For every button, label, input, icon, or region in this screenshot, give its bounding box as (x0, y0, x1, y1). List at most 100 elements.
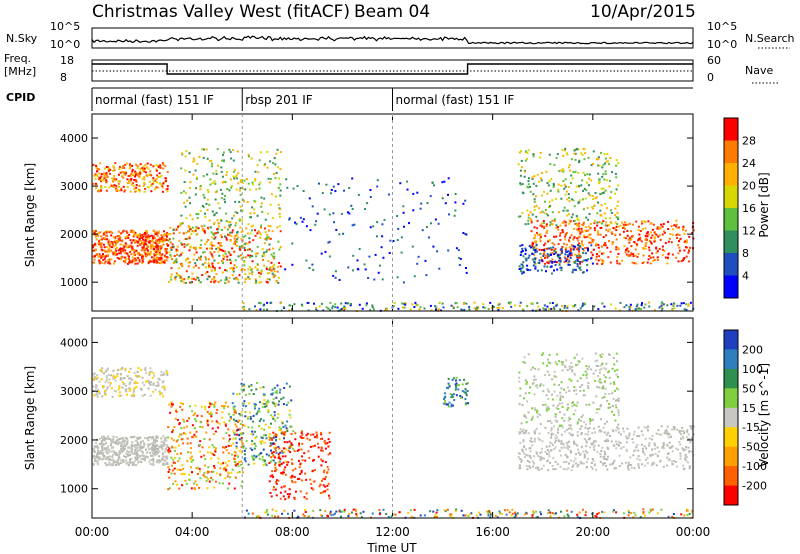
echo-cell (122, 244, 125, 247)
echo-cell (581, 271, 584, 274)
echo-cell (120, 187, 123, 190)
echo-cell (155, 243, 158, 245)
echo-cell (261, 458, 264, 461)
echo-cell (117, 237, 120, 240)
echo-cell (261, 211, 264, 213)
echo-cell (518, 467, 521, 470)
echo-cell (572, 464, 575, 467)
echo-cell (268, 454, 271, 457)
echo-cell (155, 169, 158, 172)
echo-cell (226, 188, 229, 190)
echo-cell (288, 409, 291, 412)
echo-cell (192, 277, 195, 280)
echo-cell (568, 240, 571, 243)
echo-cell (453, 214, 456, 217)
echo-cell (113, 169, 116, 172)
echo-cell (576, 434, 579, 437)
echo-cell (543, 225, 546, 228)
echo-cell (444, 399, 446, 402)
echo-cell (656, 250, 659, 253)
echo-cell (149, 251, 152, 253)
echo-cell (112, 165, 115, 168)
echo-cell (187, 265, 190, 268)
echo-cell (452, 393, 455, 396)
echo-cell (145, 230, 148, 232)
echo-cell (290, 433, 293, 435)
echo-cell (326, 488, 329, 491)
echo-cell (455, 382, 458, 385)
echo-cell (217, 461, 220, 464)
echo-cell (454, 193, 457, 195)
echo-cell (100, 175, 103, 178)
echo-cell (666, 456, 669, 459)
echo-cell (102, 451, 105, 454)
date-title: 10/Apr/2015 (590, 2, 696, 22)
echo-cell (564, 453, 567, 456)
echo-cell (576, 263, 579, 265)
echo-cell (185, 270, 188, 273)
echo-cell (136, 382, 139, 385)
echo-cell (643, 453, 646, 456)
echo-cell (144, 456, 147, 459)
echo-cell (604, 244, 607, 247)
echo-cell (573, 440, 576, 443)
echo-cell (107, 374, 110, 376)
echo-cell (167, 426, 170, 429)
echo-cell (118, 386, 121, 389)
echo-cell (540, 259, 543, 262)
echo-cell (618, 465, 621, 468)
echo-cell (190, 281, 192, 284)
echo-cell (288, 218, 291, 221)
echo-cell (592, 150, 595, 153)
echo-cell (222, 451, 225, 454)
cpid-label: CPID (6, 91, 35, 104)
echo-cell (547, 247, 550, 250)
echo-cell (156, 249, 159, 252)
echo-cell (570, 234, 573, 237)
echo-cell (605, 160, 608, 163)
echo-cell (122, 185, 125, 188)
echo-cell (94, 173, 97, 176)
echo-cell (156, 256, 159, 259)
echo-cell (617, 247, 620, 250)
echo-cell (532, 193, 535, 196)
echo-cell (543, 249, 546, 252)
echo-cell (122, 176, 125, 179)
echo-cell (117, 249, 120, 252)
echo-cell (261, 436, 264, 439)
echo-cell (646, 238, 648, 241)
echo-cell (184, 169, 187, 172)
echo-cell (242, 256, 245, 259)
echo-cell (533, 430, 536, 433)
echo-cell (532, 465, 535, 468)
echo-cell (532, 155, 535, 158)
echo-cell (364, 268, 367, 271)
echo-cell (525, 429, 528, 432)
echo-cell (239, 254, 242, 257)
echo-cell (240, 433, 243, 436)
echo-cell (291, 443, 294, 446)
echo-cell (96, 452, 99, 455)
echo-cell (312, 445, 315, 448)
echo-cell (188, 281, 191, 284)
echo-cell (134, 459, 137, 462)
echo-cell (527, 268, 529, 271)
echo-cell (259, 233, 262, 236)
echo-cell (605, 440, 608, 443)
echo-cell (565, 209, 568, 212)
colorbar-swatch (724, 275, 738, 299)
echo-cell (574, 443, 577, 446)
echo-cell (651, 234, 654, 237)
echo-cell (615, 246, 618, 248)
echo-cell (197, 266, 200, 269)
echo-cell (393, 302, 396, 304)
echo-cell (111, 454, 114, 456)
echo-cell (168, 468, 171, 471)
echo-cell (604, 242, 607, 244)
echo-cell (110, 459, 113, 462)
echo-cell (604, 173, 607, 175)
echo-cell (213, 244, 216, 247)
echo-cell (115, 247, 118, 250)
echo-cell (206, 173, 209, 176)
echo-cell (100, 450, 103, 453)
